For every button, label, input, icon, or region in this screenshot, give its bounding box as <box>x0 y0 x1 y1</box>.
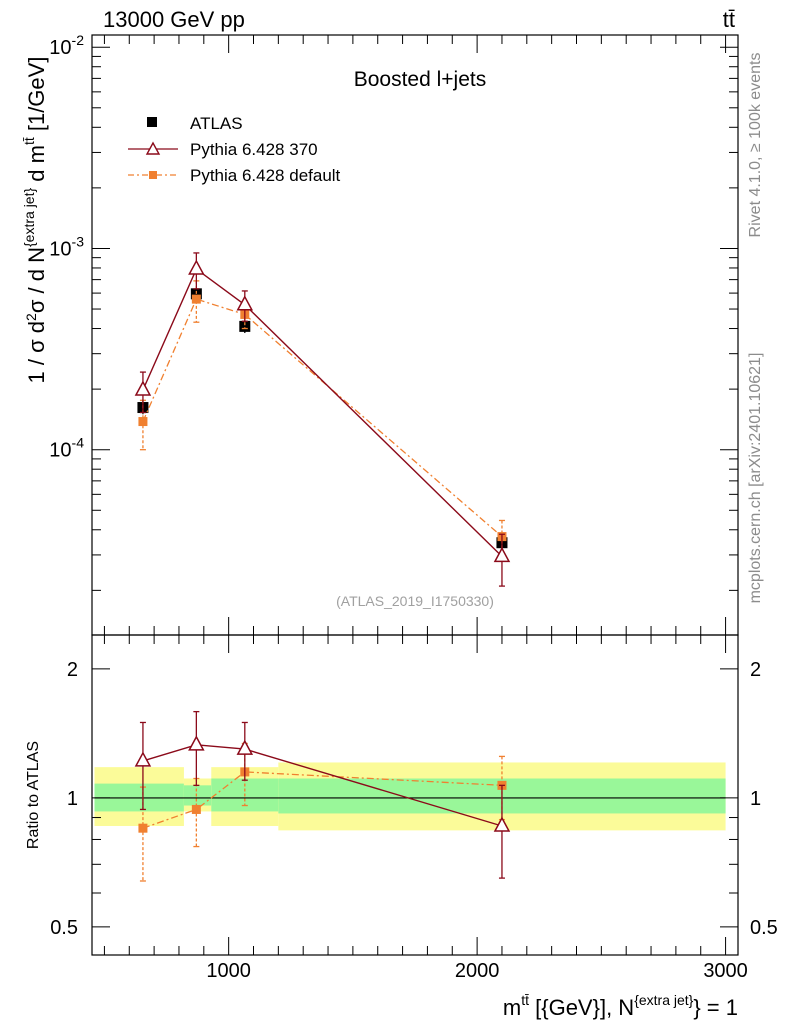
legend-pythia370-marker <box>145 141 161 155</box>
pythia370-line <box>142 267 503 557</box>
pythiadef-line <box>142 298 503 538</box>
pythiadef-data-point <box>138 417 148 427</box>
main-y-tick-label: 10-4 <box>49 435 84 462</box>
ratio-data-layer <box>94 710 726 882</box>
main-y-tick-label: 10-3 <box>49 233 84 260</box>
main-axis-ticks: 10-4 10-3 10-2 <box>49 32 738 635</box>
ratio-pythiadef-data-point <box>138 823 148 833</box>
main-title: Boosted l+jets <box>354 68 487 91</box>
ratio-y-axis-label: Ratio to ATLAS <box>25 741 42 849</box>
pythia370-data-point <box>236 295 254 311</box>
ratio-y-tick-label-left: 1 <box>67 788 78 810</box>
legend-atlas-label: ATLAS <box>190 114 243 133</box>
ratio-frame <box>91 634 739 956</box>
ratio-y-tick-label-left: 2 <box>67 659 78 681</box>
legend-pythiadef-marker <box>149 171 157 179</box>
legend-pythia370-label: Pythia 6.428 370 <box>190 140 318 159</box>
legend-atlas-marker <box>147 117 157 127</box>
main-y-axis-label: 1 / σ d2σ / d N{extra jet} d mtt̄ [1/GeV… <box>21 57 49 384</box>
ratio-pythiadef-line <box>142 771 502 829</box>
main-panel: 10-4 10-3 10-2 Boosted l+jets (ATLAS_2019_… <box>21 32 739 636</box>
pythia370-data-point <box>188 259 205 275</box>
ratio-x-tick-label: 1000 <box>206 960 251 982</box>
svg-text:1 / σ d2σ / d N{extra jet} d m: 1 / σ d2σ / d N{extra jet} d mtt̄ [1/GeV… <box>21 57 49 384</box>
ratio-y-tick-label-right: 0.5 <box>750 917 778 939</box>
ratio-pythia370-data-point <box>236 739 254 755</box>
mcplots-citation-label: mcplots.cern.ch [arXiv:2401.10621] <box>747 353 764 604</box>
atlas-data-point <box>239 320 251 332</box>
ratio-uncertainty-band-inner <box>183 785 212 806</box>
ratio-pythia370-data-point <box>188 735 205 751</box>
energy-label: 13000 GeV pp <box>103 7 245 32</box>
main-data-layer <box>134 252 511 587</box>
ratio-x-tick-label: 2000 <box>455 960 500 982</box>
pythiadef-data-point <box>191 294 201 304</box>
ratio-y-tick-label-right: 2 <box>750 659 761 681</box>
ratio-x-tick-label: 3000 <box>703 960 748 982</box>
legend: ATLAS Pythia 6.428 370 Pythia 6.428 defa… <box>128 114 341 185</box>
pythia370-data-point <box>134 380 152 396</box>
rivet-version-label: Rivet 4.1.0, ≥ 100k events <box>747 53 764 238</box>
main-frame <box>91 34 739 636</box>
process-label: tt̄ <box>723 7 735 32</box>
svg-text:mtt̄ [{GeV}], N{extra jet}} =: mtt̄ [{GeV}], N{extra jet}} = 1 <box>503 992 738 1020</box>
ratio-x-axis-label: mtt̄ [{GeV}], N{extra jet}} = 1 <box>503 992 738 1020</box>
ratio-pythia370-data-point <box>134 751 152 767</box>
legend-pythiadef-label: Pythia 6.428 default <box>190 166 341 185</box>
ratio-pythia370-data-point <box>493 816 511 832</box>
ratio-y-tick-label-left: 0.5 <box>50 917 78 939</box>
main-y-tick-label: 10-2 <box>49 32 84 59</box>
ratio-axis-ticks: 0.5 0.5 1 1 2 2 1000 2000 3000 <box>50 635 778 982</box>
pythia370-data-point <box>493 546 511 563</box>
ratio-y-tick-label-right: 1 <box>750 788 761 810</box>
ratio-pythiadef-data-point <box>191 804 201 814</box>
analysis-watermark: (ATLAS_2019_I1750330) <box>336 593 494 609</box>
ratio-pythia370-line <box>142 744 503 827</box>
ratio-panel: 0.5 0.5 1 1 2 2 1000 2000 3000 Ratio to ATLAS mt… <box>25 634 778 1020</box>
